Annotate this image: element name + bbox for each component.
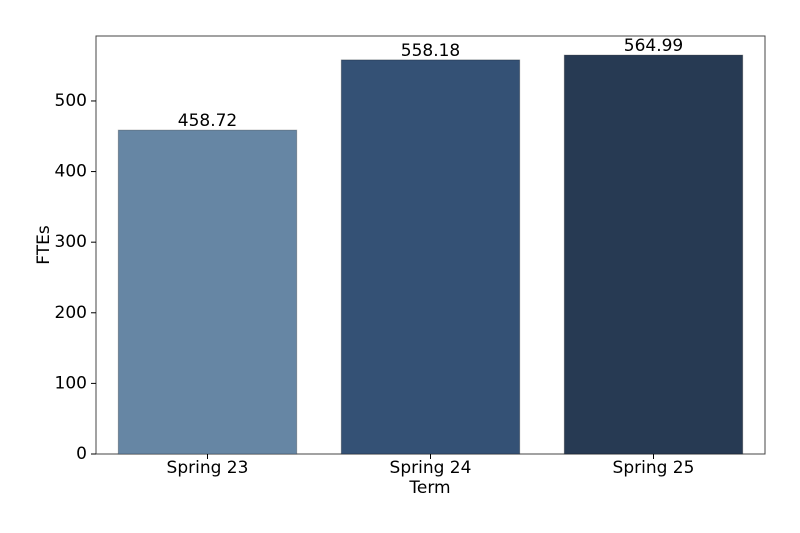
value-label: 458.72: [178, 111, 237, 131]
x-tick-label: Spring 23: [167, 458, 249, 478]
y-tick-label: 100: [55, 373, 87, 393]
y-axis-label: FTEs: [34, 225, 54, 265]
bar: [117, 129, 298, 455]
bar: [340, 59, 521, 455]
x-tick-label: Spring 24: [390, 458, 472, 478]
y-tick-label: 0: [76, 444, 87, 464]
y-tick-label: 500: [55, 91, 87, 111]
bar: [563, 54, 744, 455]
x-tick-label: Spring 25: [613, 458, 695, 478]
value-label: 564.99: [624, 36, 683, 56]
y-tick-label: 400: [55, 162, 87, 182]
value-label: 558.18: [401, 41, 460, 61]
x-axis-label: Term: [408, 478, 450, 498]
y-tick-label: 200: [55, 303, 87, 323]
y-tick-label: 300: [55, 232, 87, 252]
